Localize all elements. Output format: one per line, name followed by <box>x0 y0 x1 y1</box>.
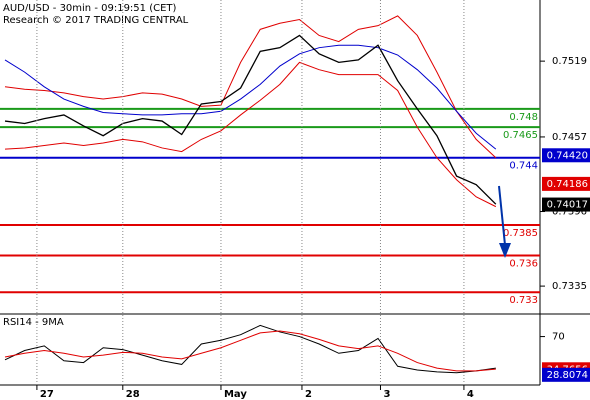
level-label: 0.733 <box>509 295 538 306</box>
y-tick-label: 0.7396 <box>552 207 587 218</box>
series-line <box>4 324 496 374</box>
chart-subtitle: Research © 2017 TRADING CENTRAL <box>3 15 189 26</box>
price-box-label: 0.74420 <box>547 150 588 161</box>
x-tick-label: 2 <box>305 389 312 400</box>
x-tick-label: 4 <box>467 389 474 400</box>
y-tick-label: 0.7457 <box>552 132 587 143</box>
series-line <box>4 330 496 372</box>
series-line <box>4 44 497 150</box>
plot-area <box>0 0 540 385</box>
y-tick-label: 70 <box>552 332 565 343</box>
price-box-label: 28.8074 <box>547 370 588 381</box>
x-tick-label: 27 <box>40 389 54 400</box>
price-box <box>542 367 590 382</box>
level-label: 0.748 <box>509 112 538 123</box>
rsi-label: RSI14 - 9MA <box>3 317 64 328</box>
price-box <box>542 148 590 163</box>
series-line <box>4 15 497 159</box>
x-tick-label: May <box>224 389 247 400</box>
series-line <box>4 34 497 205</box>
price-box <box>542 176 590 191</box>
price-box-label: 0.74186 <box>547 179 588 190</box>
series-line <box>4 61 497 208</box>
forecast-arrowhead <box>499 243 511 258</box>
x-tick-label: 28 <box>126 389 140 400</box>
chart-title: AUD/USD - 30min - 09:19:51 (CET) <box>3 3 177 14</box>
price-box-label: 0.74017 <box>547 200 588 211</box>
y-tick-label: 0.7519 <box>552 56 587 67</box>
level-label: 0.736 <box>509 259 538 270</box>
level-label: 0.7385 <box>503 228 538 239</box>
forecast-arrow <box>498 185 506 246</box>
x-tick-label: 3 <box>383 389 390 400</box>
y-tick-label: 0.7335 <box>552 281 587 292</box>
level-label: 0.744 <box>509 161 538 172</box>
level-label: 0.7465 <box>503 130 538 141</box>
price-box <box>542 197 590 212</box>
